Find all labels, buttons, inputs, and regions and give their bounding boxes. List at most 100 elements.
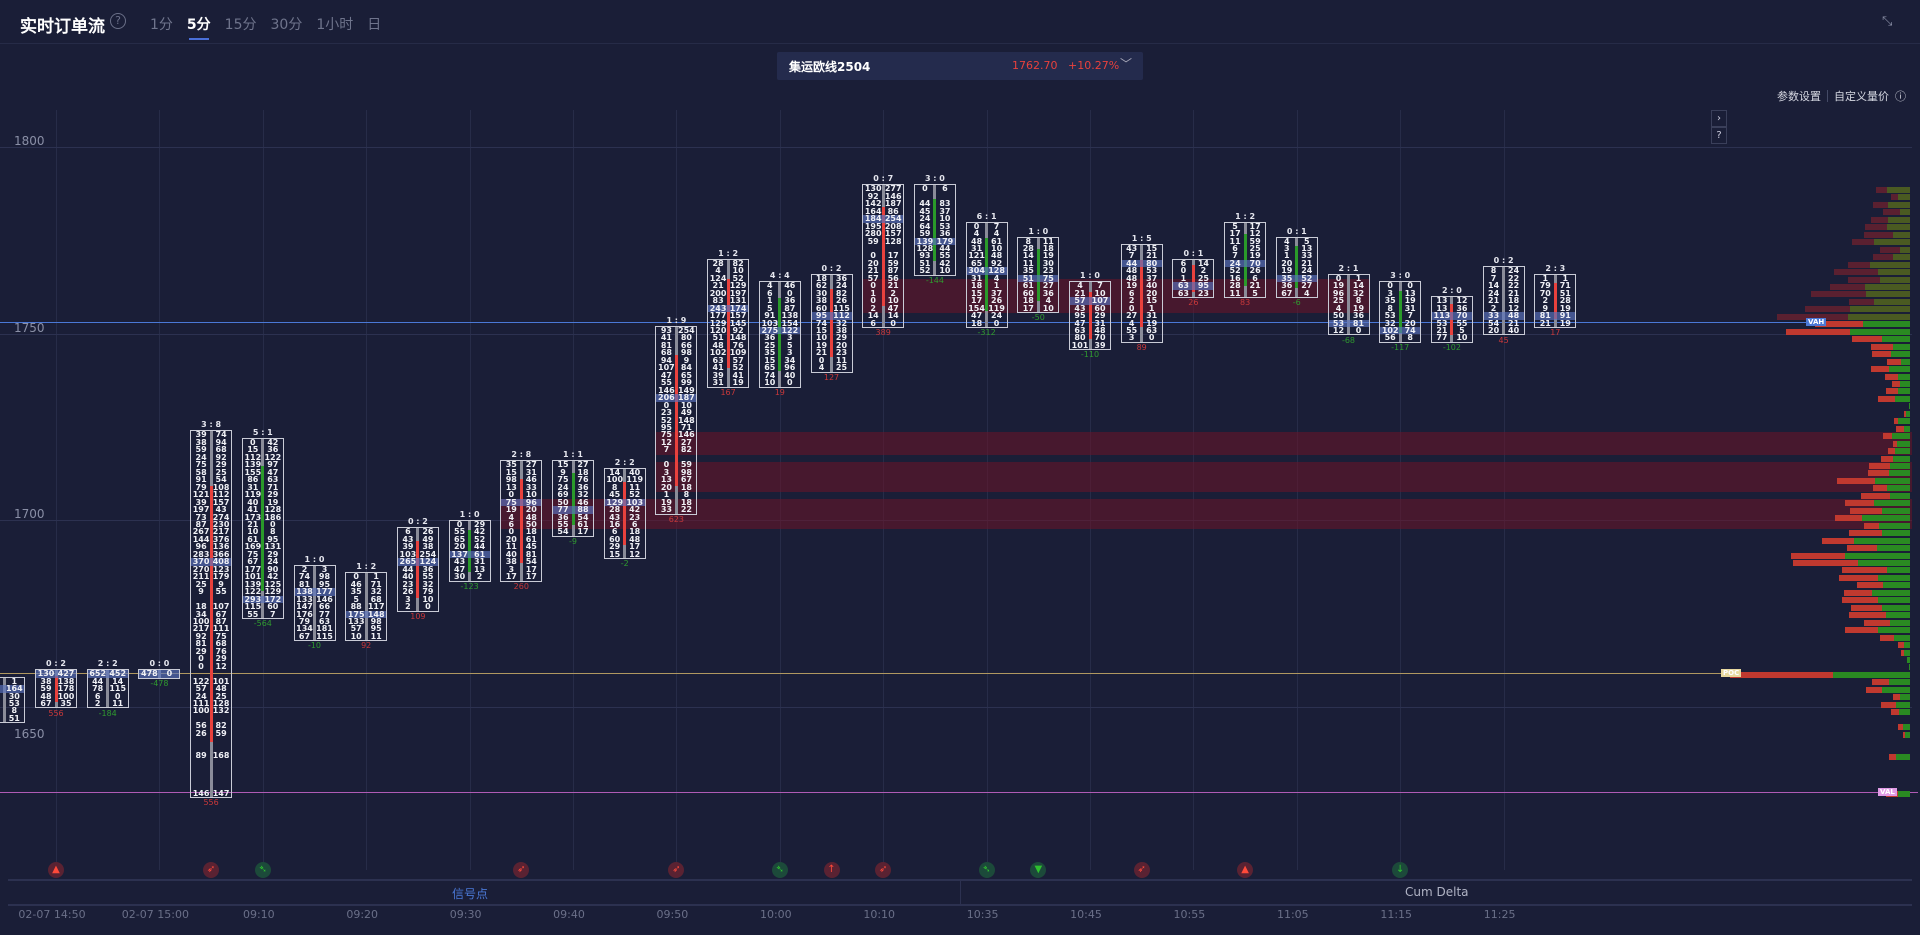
header: 实时订单流 ? 1分 5分 15分 30分 1小时 日 ⤡ <box>0 0 1920 44</box>
rocket-down-icon[interactable]: ➴ <box>978 862 995 878</box>
rocket-up-icon[interactable]: ➶ <box>668 862 685 878</box>
profile-buy-bar <box>1892 455 1910 462</box>
footprint-candle[interactable]: 2 3 74 98 81 95 138 177 133 146 147 66 176 77 79 63 134 1… <box>293 564 336 642</box>
footprint-candle[interactable]: 130 277 92 146 142 187 164 86 184 254 195 208 280 157… <box>862 184 905 329</box>
bid-volume: 65 <box>764 363 776 373</box>
profile-buy-bar <box>1866 291 1910 298</box>
footprint-candle[interactable]: 4 5 3 13 1 33 20 21 19 24 35 52 36 27 67 4 <box>1275 236 1318 299</box>
time-tick-label: 09:40 <box>553 908 585 921</box>
footprint-candle[interactable]: 0 42 15 36 112 122 139 97 155 47 86 63 31 71 119 29 40 19… <box>241 437 284 619</box>
footprint-candle[interactable]: 35 27 15 31 98 46 13 33 0 10 75 96 19 20 4 48 6 50 0 18 20 61… <box>500 460 543 582</box>
footprint-candle[interactable]: 6 26 43 49 39 38 103 254 265 124 44 36 40 55 23 32 26 79 3… <box>396 527 439 612</box>
bid-volume: 4 <box>767 281 773 291</box>
price-level-row: 137 61 <box>449 549 490 559</box>
footprint-candle[interactable]: 43 15 7 21 44 80 48 53 48 37 19 40 6 20 2 15 0 1 27 31 4 19 55… <box>1120 243 1163 343</box>
custom-volume-price-button[interactable]: 自定义量价 <box>1834 90 1889 103</box>
bid-volume: 243 <box>709 303 727 313</box>
price-level-row: 3 13 <box>1380 289 1420 298</box>
price-level-row: 39 38 <box>398 543 438 552</box>
ask-volume: 37 <box>991 288 1003 298</box>
ask-volume: 366 <box>212 549 230 559</box>
price-level-row: 52 26 <box>1225 267 1265 276</box>
rocket-up-icon[interactable]: ➶ <box>513 862 530 878</box>
chevron-down-icon[interactable]: ﹀ <box>1120 57 1133 71</box>
footprint-candle[interactable]: 652 452 44 14 78 115 6 0 2 11 <box>86 669 129 709</box>
footprint-candle[interactable]: 478 0 <box>138 669 181 679</box>
footprint-candle[interactable]: 0 1 46 71 35 32 5 68 88 117 175 148 133 98 57 95 10 11 <box>345 572 388 642</box>
rocket-up-icon[interactable]: ➶ <box>875 862 892 878</box>
tab-1hour[interactable]: 1小时 <box>316 17 354 33</box>
footprint-candle[interactable]: 4 46 6 0 1 36 5 87 91 138 103 154 275 122 36 3 25 5 35 3 15 3… <box>758 281 801 388</box>
tab-cum-delta[interactable]: Cum Delta <box>1405 885 1469 899</box>
ask-volume: 115 <box>109 684 127 694</box>
tab-day[interactable]: 日 <box>367 17 382 33</box>
rocket-up-icon[interactable]: ➶ <box>203 862 220 878</box>
footprint-candle[interactable]: 0 29 55 42 65 52 20 44 137 61 43 31 47 13 30 2 <box>448 520 491 582</box>
instrument-selector[interactable]: 集运欧线2504 <box>777 52 1143 80</box>
footprint-candle[interactable]: 6 14 0 2 1 25 63 95 63 23 <box>1172 258 1215 299</box>
bid-volume: 24 <box>1229 258 1241 268</box>
tab-30min[interactable]: 30分 <box>270 17 303 33</box>
triangle-up-icon[interactable]: ▲ <box>1237 862 1254 878</box>
rocket-down-icon[interactable]: ➴ <box>254 862 271 878</box>
arrow-up-icon[interactable]: ↑ <box>823 862 840 878</box>
price-level-row <box>191 767 231 774</box>
collapse-icon[interactable]: ⤡ <box>1882 14 1893 29</box>
arrow-down-icon[interactable]: ↓ <box>1392 862 1409 878</box>
ask-volume: 42 <box>267 572 279 582</box>
price-level-row: 35 32 <box>346 587 386 596</box>
footprint-candle[interactable]: 18 36 62 24 30 82 38 26 60 115 95 112 74 32 15 38 10 29 19… <box>810 273 853 373</box>
triangle-down-icon[interactable]: ▼ <box>1030 862 1047 878</box>
footprint-candle[interactable]: 39 74 38 94 59 68 24 92 75 29 58 25 91 54 79 108 121 112 3… <box>190 430 233 798</box>
bid-volume: 175 <box>347 609 365 619</box>
footprint-candle[interactable]: 1 164 30 53 8 51 <box>0 676 26 724</box>
footprint-candle[interactable]: 13 12 13 36 113 70 53 55 21 5 77 10 <box>1430 296 1473 343</box>
bid-volume: 39 <box>195 497 207 507</box>
price-level-row: 0 21 <box>863 282 903 291</box>
bid-volume: 45 <box>609 490 621 500</box>
profile-buy-bar <box>1879 522 1910 529</box>
ask-volume: 70 <box>1456 311 1468 321</box>
bid-volume: 137 <box>451 549 468 559</box>
footprint-candle[interactable]: 0 7 4 4 48 61 31 10 121 48 65 92 304 128 31 4 18 1 15 37 17 2… <box>965 221 1008 329</box>
profile-sell-bar <box>1852 239 1874 246</box>
profile-sell-bar <box>1883 209 1900 216</box>
tab-5min[interactable]: 5分 <box>187 14 211 40</box>
chart-help-button[interactable]: ? <box>1711 127 1727 144</box>
tab-1min[interactable]: 1分 <box>150 17 173 33</box>
rocket-up-icon[interactable]: ➶ <box>1133 862 1150 878</box>
rocket-down-icon[interactable]: ➴ <box>771 862 788 878</box>
ask-volume: 19 <box>1404 296 1416 306</box>
footprint-candle[interactable]: 15 27 9 18 75 76 24 36 69 32 50 46 77 88 36 54 55 61 54 17 <box>552 460 594 537</box>
info-icon[interactable]: ⓘ <box>1895 90 1906 103</box>
footprint-candle[interactable]: 4 7 21 10 57 107 43 60 95 29 47 31 63 48 80 70 101 39 <box>1069 281 1111 351</box>
expand-button[interactable]: › <box>1711 110 1727 127</box>
triangle-up-icon[interactable]: ▲ <box>48 862 64 878</box>
footprint-candle[interactable]: 28 82 4 10 124 52 21 129 200 197 83 131 243 174 177 157… <box>707 258 750 388</box>
bid-volume: 7 <box>1232 251 1238 261</box>
footprint-candle[interactable]: 0 0 3 13 35 19 8 31 53 7 32 20 102 74 56 8 <box>1379 281 1422 343</box>
bid-volume: 8 <box>1025 236 1032 246</box>
help-icon[interactable]: ? <box>110 13 126 29</box>
ask-volume: 26 <box>991 296 1003 306</box>
profile-sell-bar <box>1835 515 1862 522</box>
footprint-candle[interactable]: 130 427 38 138 59 178 48 100 67 35 <box>35 669 77 709</box>
tab-15min[interactable]: 15分 <box>224 17 257 33</box>
footprint-candle[interactable]: 5 17 17 12 11 59 6 25 7 19 24 70 52 26 16 6 28 21 11 5 <box>1224 221 1267 299</box>
footprint-candle[interactable]: 0 1 19 14 96 32 25 8 4 19 50 36 53 81 12 0 <box>1327 273 1370 336</box>
footprint-candle[interactable]: 0 6 44 83 45 37 24 10 64 53 59 36 139 179 128 44 93 55 51 4… <box>913 184 956 276</box>
params-settings-button[interactable]: 参数设置 <box>1777 90 1821 103</box>
footprint-candle[interactable]: 14 40 100 119 8 11 45 52 129 103 28 42 43 23 16 6 6 18 60 4… <box>603 467 646 560</box>
ask-volume: 67 <box>680 475 692 485</box>
footprint-candle[interactable]: 93 254 41 80 81 66 68 98 94 9 107 84 47 65 55 99 146 149 2… <box>655 326 698 515</box>
tab-signals[interactable]: 信号点 <box>452 887 489 901</box>
bid-volume: 15 <box>609 549 621 559</box>
footprint-candle[interactable]: 1 1 79 71 70 51 2 28 9 19 81 91 21 19 <box>1534 273 1577 329</box>
price-level-row: 197 43 <box>191 505 231 514</box>
price-level-row: 47 65 <box>656 371 696 380</box>
footprint-candle[interactable]: 8 24 7 22 14 22 24 21 21 18 2 12 33 48 54 21 20 40 <box>1482 266 1525 336</box>
ask-volume: 19 <box>1559 318 1571 328</box>
footprint-candle[interactable]: 8 11 28 18 14 19 11 30 35 23 51 75 61 27 60 36 18 4 17 10 <box>1017 236 1060 314</box>
